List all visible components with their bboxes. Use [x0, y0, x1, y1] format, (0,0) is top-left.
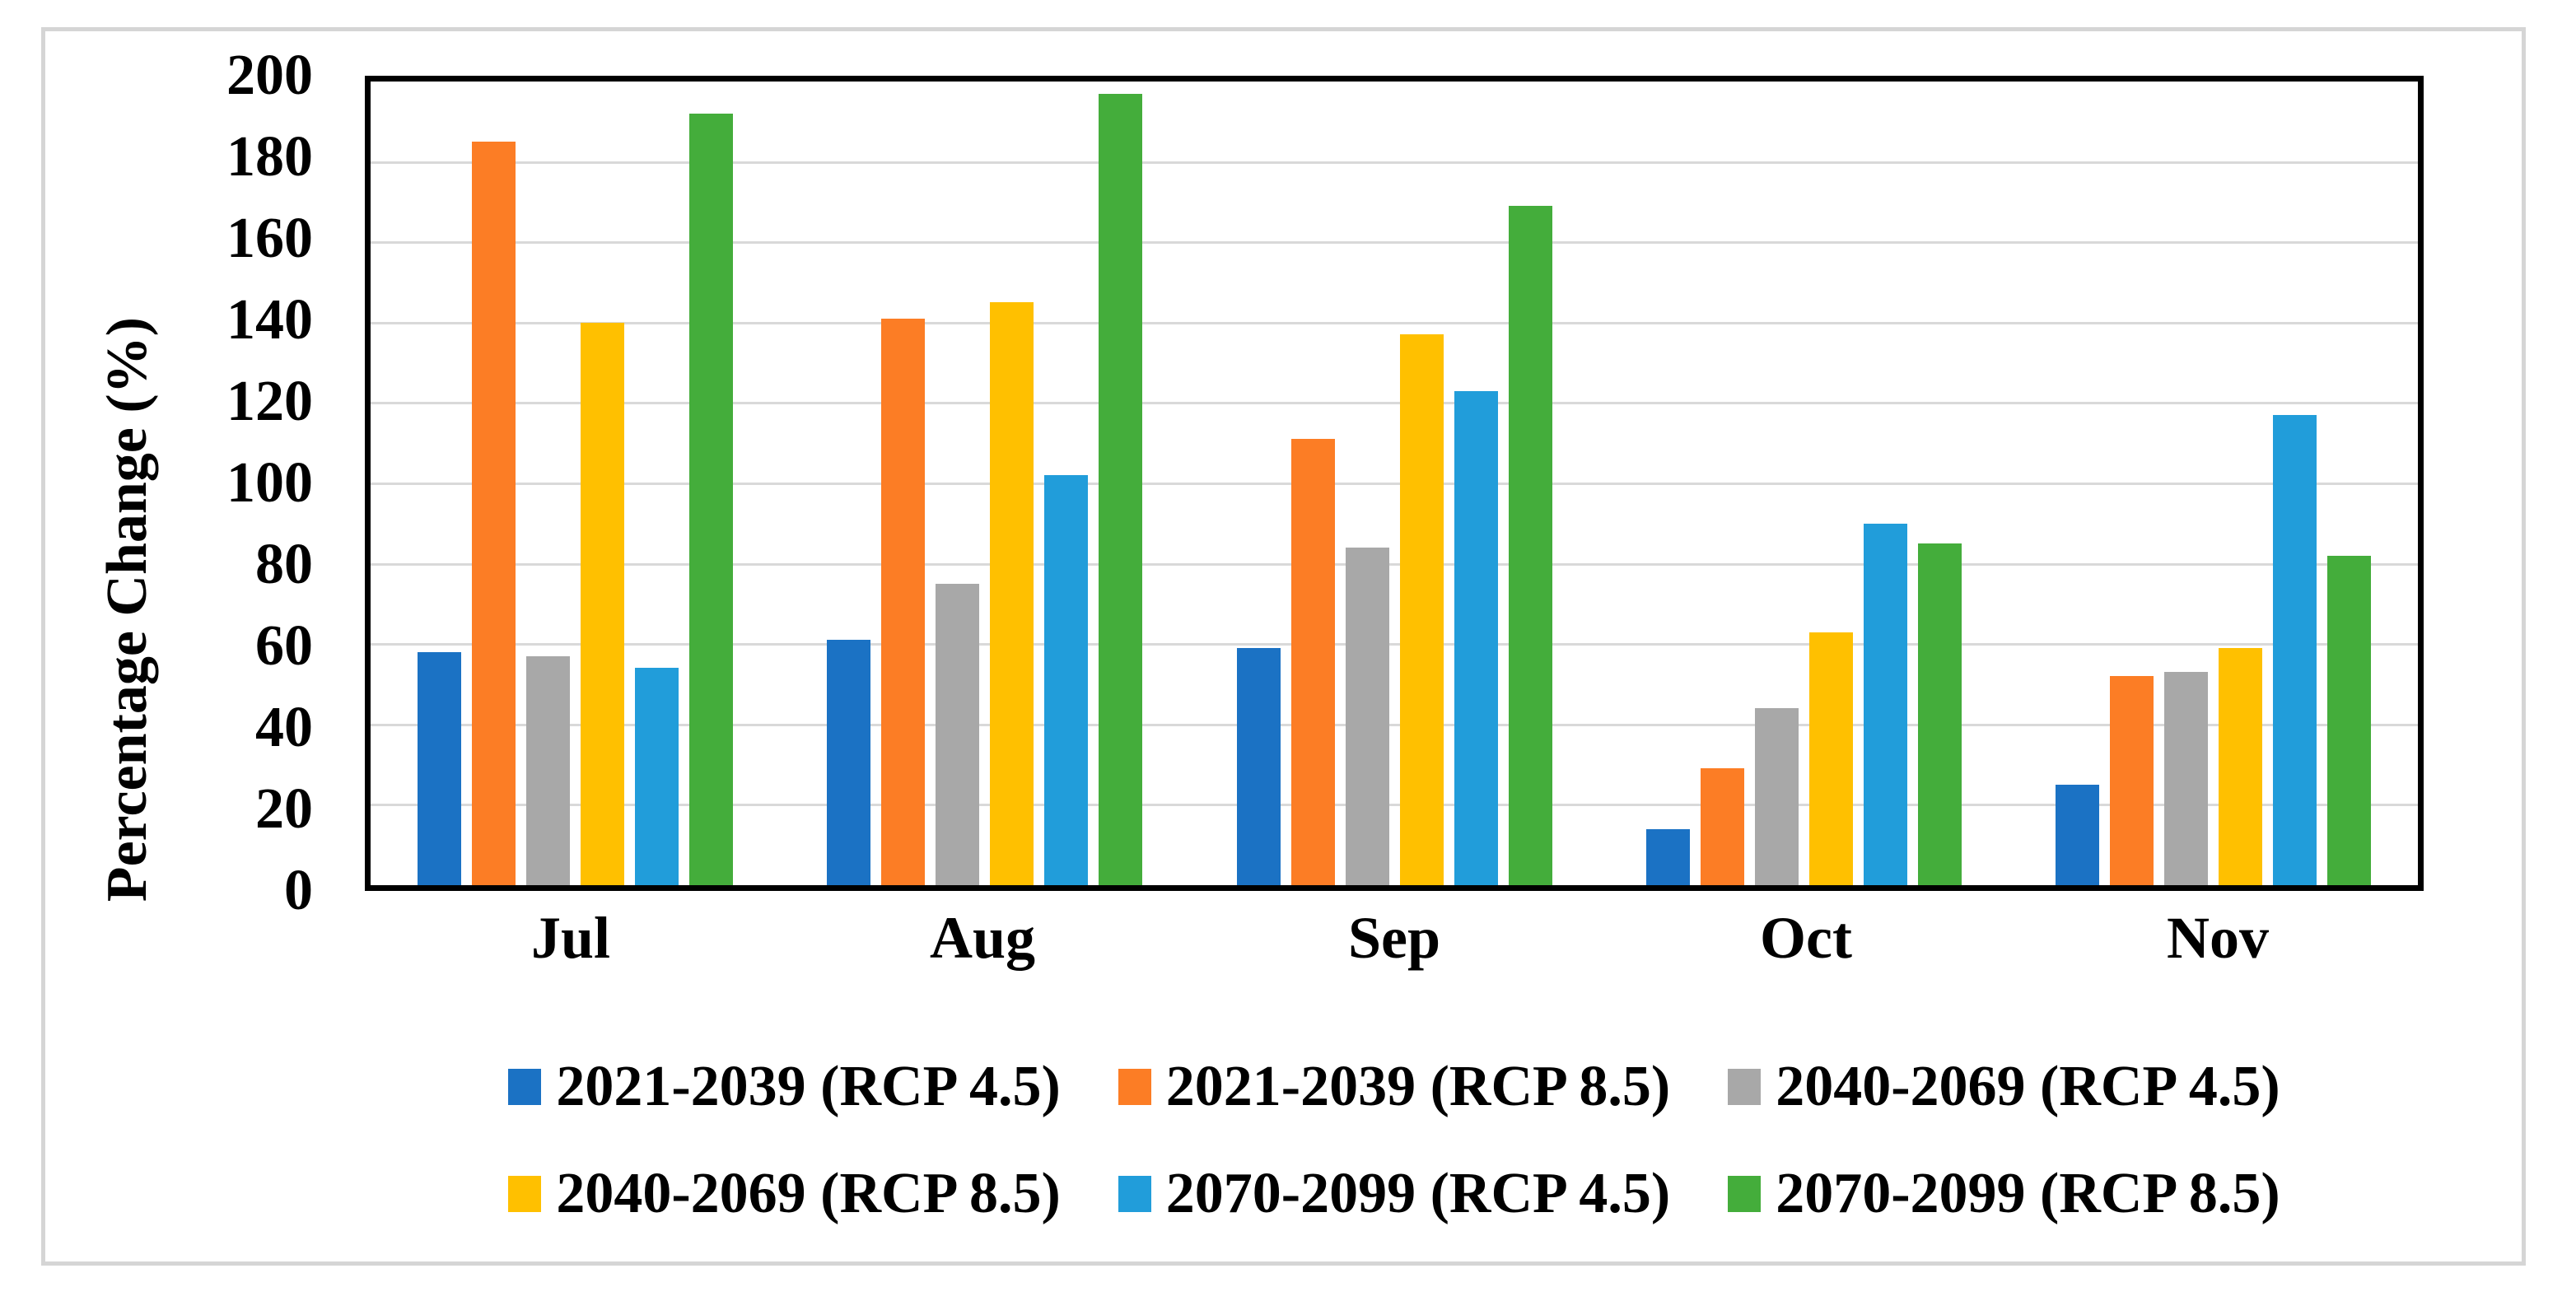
- y-tick-label-200: 200: [226, 44, 313, 107]
- legend-row-1: 2021-2039 (RCP 4.5) 2021-2039 (RCP 8.5) 20…: [365, 1052, 2424, 1121]
- bar-group-sep: [1189, 82, 1598, 885]
- bar-nov-2040-2069-rcp-4-5-: [2163, 672, 2208, 885]
- gridline-40: [371, 723, 2418, 726]
- legend-label: 2021-2039 (RCP 8.5): [1165, 1055, 1671, 1118]
- bar-nov-2040-2069-rcp-8-5-: [2218, 648, 2262, 885]
- bar-sep-2070-2099-rcp-4-5-: [1454, 390, 1498, 885]
- bar-jul-2070-2099-rcp-4-5-: [635, 668, 679, 885]
- bar-jul-2021-2039-rcp-8-5-: [472, 142, 516, 885]
- bar-aug-2021-2039-rcp-8-5-: [881, 318, 926, 885]
- legend-swatch-icon: [1728, 1176, 1762, 1212]
- x-label-aug: Aug: [929, 905, 1036, 971]
- legend-item-2021-2039-rcp-4-5-: 2021-2039 (RCP 4.5): [508, 1052, 1061, 1121]
- gridline-20: [371, 804, 2418, 807]
- bar-nov-2070-2099-rcp-4-5-: [2272, 415, 2317, 885]
- x-axis-labels: Jul Aug Sep Oct Nov: [365, 904, 2424, 982]
- bar-oct-2021-2039-rcp-8-5-: [1700, 768, 1744, 885]
- x-label-nov: Nov: [2167, 905, 2269, 971]
- bar-oct-2040-2069-rcp-8-5-: [1808, 632, 1853, 885]
- y-tick-label-140: 140: [226, 288, 313, 352]
- legend-item-2070-2099-rcp-4-5-: 2070-2099 (RCP 4.5): [1118, 1159, 1670, 1229]
- gridline-80: [371, 562, 2418, 566]
- bar-oct-2070-2099-rcp-8-5-: [1917, 543, 1962, 885]
- bar-jul-2070-2099-rcp-8-5-: [689, 114, 734, 885]
- bar-sep-2040-2069-rcp-8-5-: [1399, 334, 1444, 885]
- plot-area: [365, 76, 2424, 891]
- y-tick-label-60: 60: [255, 614, 313, 678]
- legend-swatch-icon: [1728, 1069, 1762, 1105]
- bar-group-aug: [780, 82, 1189, 885]
- gridline-160: [371, 241, 2418, 245]
- bar-nov-2021-2039-rcp-8-5-: [2109, 676, 2154, 885]
- bar-oct-2040-2069-rcp-4-5-: [1754, 708, 1799, 885]
- legend-swatch-icon: [1118, 1069, 1151, 1105]
- bar-aug-2021-2039-rcp-4-5-: [827, 640, 871, 885]
- legend-item-2040-2069-rcp-8-5-: 2040-2069 (RCP 8.5): [508, 1159, 1061, 1229]
- y-tick-label-180: 180: [226, 125, 313, 189]
- y-tick-label-40: 40: [255, 696, 313, 759]
- legend-item-2021-2039-rcp-8-5-: 2021-2039 (RCP 8.5): [1118, 1052, 1670, 1121]
- bar-oct-2021-2039-rcp-4-5-: [1645, 828, 1690, 885]
- x-label-oct: Oct: [1760, 905, 1852, 971]
- legend-label: 2021-2039 (RCP 4.5): [556, 1055, 1061, 1118]
- legend-item-2040-2069-rcp-4-5-: 2040-2069 (RCP 4.5): [1728, 1052, 2280, 1121]
- bar-nov-2070-2099-rcp-8-5-: [2326, 555, 2371, 885]
- y-tick-label-120: 120: [226, 370, 313, 433]
- bar-groups: [371, 82, 2418, 885]
- y-tick-label-100: 100: [226, 451, 313, 515]
- bar-sep-2040-2069-rcp-4-5-: [1345, 548, 1389, 885]
- legend-label: 2070-2099 (RCP 4.5): [1165, 1162, 1671, 1225]
- bar-group-oct: [1599, 82, 2009, 885]
- legend-swatch-icon: [1118, 1176, 1151, 1212]
- legend-label: 2040-2069 (RCP 4.5): [1776, 1055, 2280, 1118]
- x-label-sep: Sep: [1347, 905, 1441, 971]
- legend-label: 2070-2099 (RCP 8.5): [1776, 1162, 2280, 1225]
- y-tick-label-0: 0: [284, 859, 313, 922]
- gridline-60: [371, 643, 2418, 646]
- bar-aug-2040-2069-rcp-8-5-: [990, 302, 1034, 885]
- bar-jul-2040-2069-rcp-8-5-: [581, 322, 625, 885]
- gridline-180: [371, 161, 2418, 164]
- x-label-jul: Jul: [530, 905, 611, 971]
- bar-sep-2070-2099-rcp-8-5-: [1508, 206, 1552, 885]
- legend-item-2070-2099-rcp-8-5-: 2070-2099 (RCP 8.5): [1728, 1159, 2280, 1229]
- legend-swatch-icon: [508, 1176, 542, 1212]
- bar-group-nov: [2009, 82, 2418, 885]
- legend-swatch-icon: [508, 1069, 542, 1105]
- bar-jul-2021-2039-rcp-4-5-: [418, 651, 462, 885]
- gridline-100: [371, 483, 2418, 485]
- gridline-120: [371, 402, 2418, 405]
- gridline-140: [371, 321, 2418, 324]
- y-tick-label-160: 160: [226, 207, 313, 270]
- bar-sep-2021-2039-rcp-8-5-: [1290, 439, 1335, 885]
- bar-nov-2021-2039-rcp-4-5-: [2055, 785, 2099, 885]
- bar-aug-2040-2069-rcp-4-5-: [936, 584, 980, 885]
- bar-aug-2070-2099-rcp-8-5-: [1099, 93, 1143, 885]
- y-tick-label-20: 20: [255, 777, 313, 841]
- bar-sep-2021-2039-rcp-4-5-: [1236, 648, 1281, 885]
- y-tick-label-80: 80: [255, 533, 313, 596]
- bar-group-jul: [371, 82, 780, 885]
- bar-jul-2040-2069-rcp-4-5-: [526, 655, 571, 885]
- legend-row-2: 2040-2069 (RCP 8.5) 2070-2099 (RCP 4.5) 20…: [365, 1159, 2424, 1229]
- bar-aug-2070-2099-rcp-4-5-: [1044, 475, 1089, 885]
- bar-oct-2070-2099-rcp-4-5-: [1863, 523, 1907, 885]
- legend-label: 2040-2069 (RCP 8.5): [556, 1162, 1061, 1225]
- legend: 2021-2039 (RCP 4.5) 2021-2039 (RCP 8.5) 20…: [365, 1052, 2424, 1229]
